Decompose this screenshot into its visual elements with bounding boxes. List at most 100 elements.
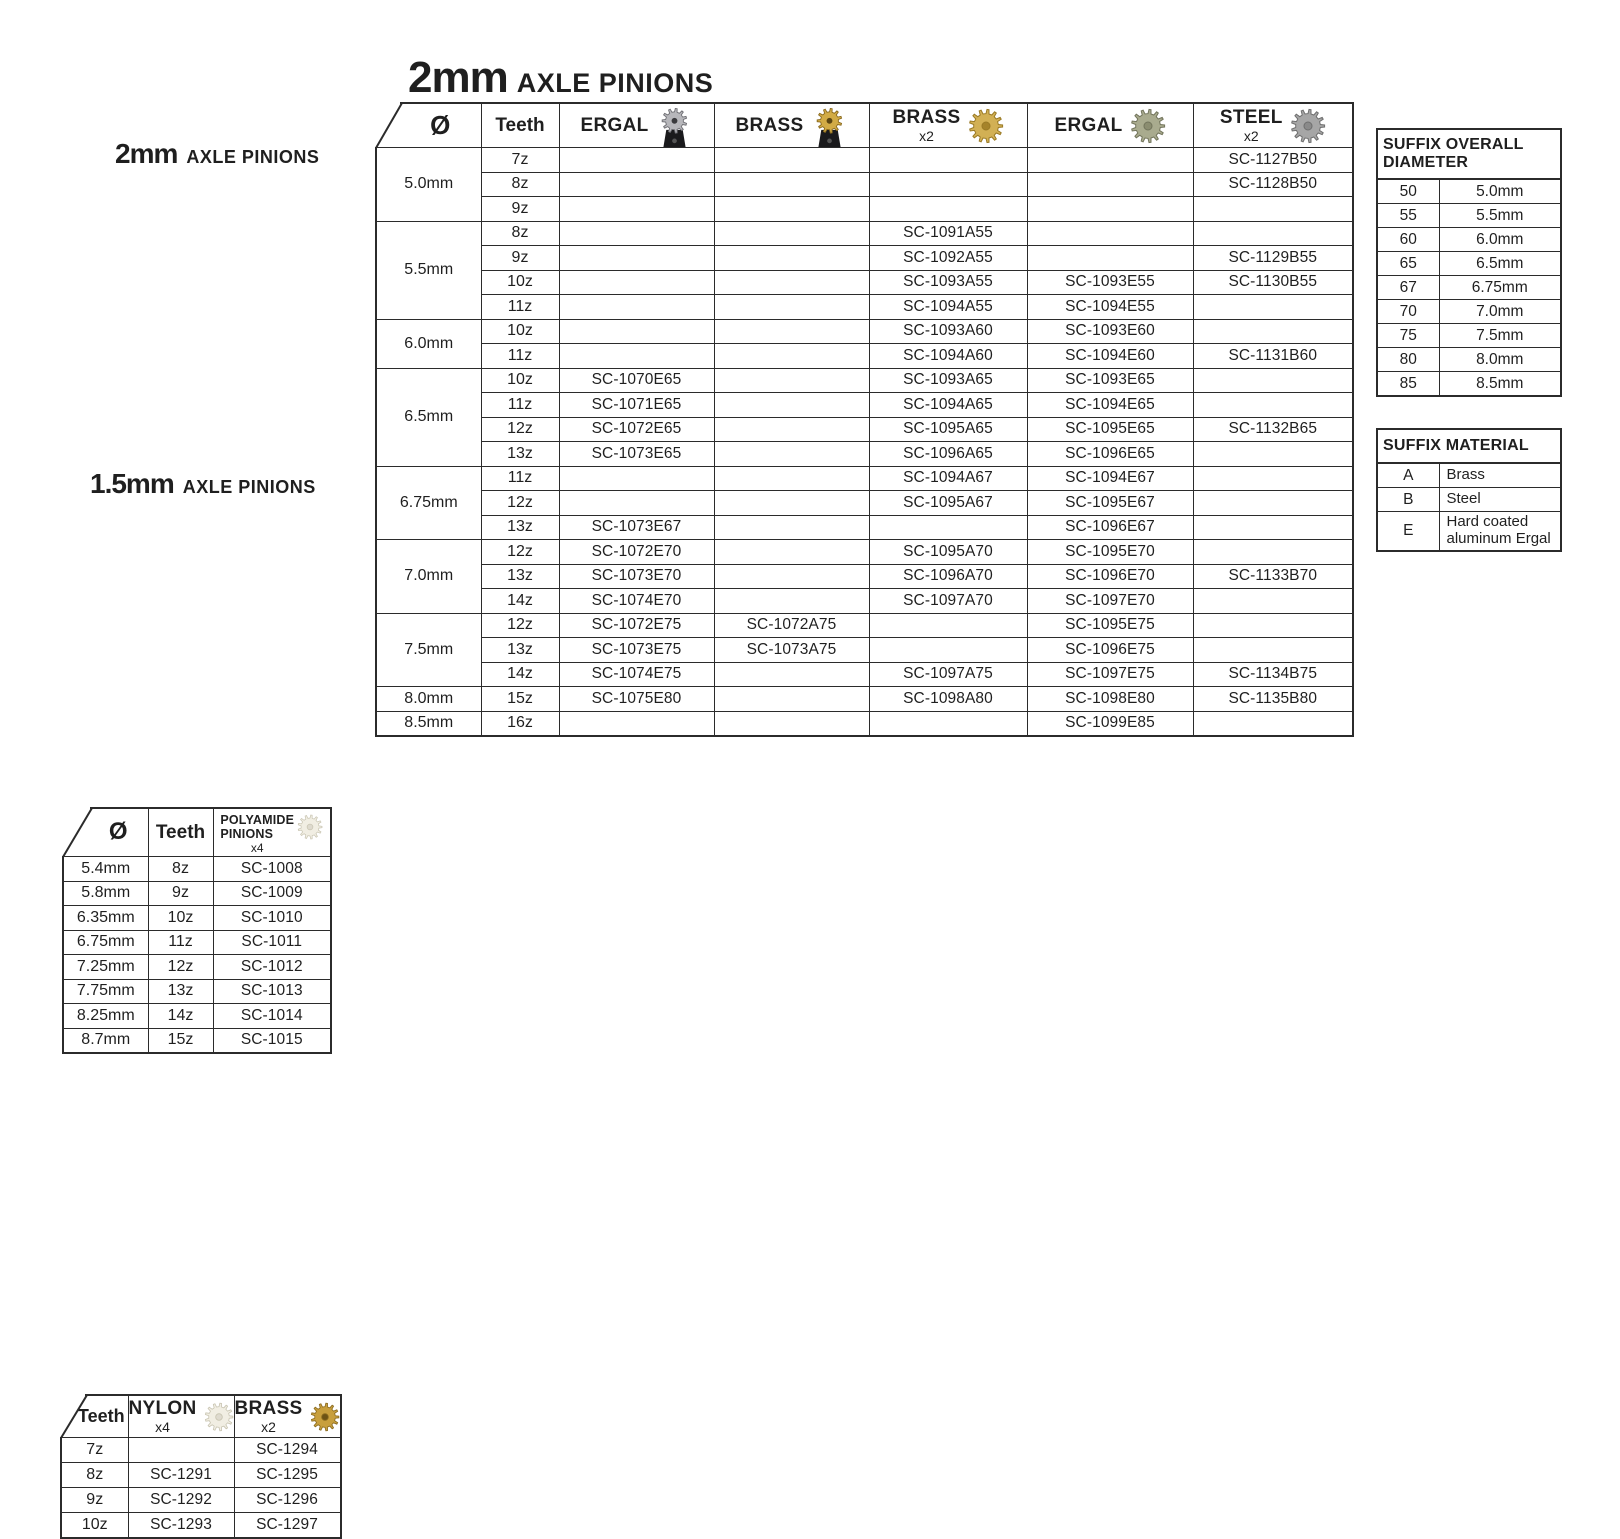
part-number-cell (558, 465, 715, 491)
part-number-cell (713, 318, 870, 344)
left-title-text: AXLE PINIONS (186, 147, 320, 167)
teeth-column-header: Teeth (61, 1395, 129, 1438)
teeth-column-header: Teeth (147, 807, 214, 857)
column-header-text: STEEL x2 (1220, 108, 1283, 143)
column-label: ERGAL (580, 115, 649, 136)
part-number-cell (868, 196, 1028, 222)
table-row: 7z SC-1294 (60, 1437, 342, 1463)
part-number-cell: SC-1072E75 (558, 612, 715, 638)
diameter-cell: 5.8mm (62, 880, 149, 906)
diameter-cell: 5.0mm (375, 147, 482, 222)
sfx-m-table-body: A Brass B Steel E Hard coated aluminum Ergal (1376, 462, 1562, 552)
nylon-brass-pinion-table: Teeth NYLON x4 BRASS x2 7z SC-1294 8z SC-1291 SC-… (60, 1394, 342, 1539)
part-number-cell: SC-1072A75 (713, 612, 870, 638)
suffix-value-cell: 6.0mm (1438, 227, 1562, 252)
diameter-cell: 7.75mm (62, 978, 149, 1004)
column-label: BRASS (892, 107, 961, 128)
catalog-page: { "page": { "background": "#ffffff", "bo… (60, 53, 1620, 1539)
part-number-cell (1192, 441, 1354, 467)
part-number-cell (868, 147, 1028, 173)
teeth-cell: 11z (480, 465, 560, 491)
part-number-cell: SC-1094E60 (1026, 343, 1194, 369)
part-number-cell: SC-1012 (212, 954, 332, 980)
suffix-code-cell: 85 (1376, 371, 1440, 397)
header-row: Ø Teeth ERGAL BRASS BRASS x2 ERGAL STEEL x2 (376, 102, 1354, 148)
header-row: Teeth NYLON x4 BRASS x2 (61, 1394, 342, 1438)
table-row: 6.35mm 10z SC-1010 (62, 905, 332, 931)
part-number-cell: SC-1093E55 (1026, 269, 1194, 295)
suffix-value-cell: 8.5mm (1438, 371, 1562, 397)
column-label: STEEL (1219, 107, 1283, 128)
teeth-label: Teeth (77, 1405, 125, 1426)
table-row: 75 7.5mm (1376, 323, 1562, 348)
part-number-cell (127, 1437, 235, 1463)
part-number-cell (558, 490, 715, 516)
main-table-body: 5.0mm 7z SC-1127B50 8z SC-1128B50 9z 5.5mm 8z SC… (375, 147, 1354, 737)
table-row: 11z SC-1094A60 SC-1094E60 SC-1131B60 (376, 343, 1354, 369)
part-number-cell: SC-1094E55 (1026, 294, 1194, 320)
column-label: BRASS (735, 115, 804, 136)
teeth-cell: 11z (480, 294, 560, 320)
teeth-cell: 10z (480, 318, 560, 344)
part-number-cell: SC-1096A65 (868, 441, 1028, 467)
diameter-symbol: Ø (108, 818, 128, 845)
suffix-value-cell: 7.5mm (1438, 323, 1562, 348)
part-number-cell (713, 196, 870, 222)
column-header-text: BRASS (735, 116, 803, 135)
part-number-cell: SC-1014 (212, 1003, 332, 1029)
diameter-cell: 8.25mm (62, 1003, 149, 1029)
part-number-cell (1192, 612, 1354, 638)
teeth-cell: 15z (147, 1027, 214, 1054)
diameter-cell: 6.0mm (375, 318, 482, 369)
teeth-column-header: Teeth (480, 102, 560, 148)
table-row: 13z SC-1073E65 SC-1096A65 SC-1096E65 (376, 441, 1354, 467)
suffix-table-title: SUFFIX MATERIAL (1376, 428, 1562, 464)
teeth-cell: 16z (480, 710, 560, 737)
ergal-pinion-icon (656, 108, 693, 147)
suffix-code-cell: 50 (1376, 178, 1440, 204)
part-number-cell: SC-1074E75 (558, 661, 715, 687)
teeth-cell: 11z (480, 392, 560, 418)
part-number-cell (558, 710, 715, 737)
product-column-header: POLYAMIDE PINIONS x4 (212, 807, 332, 857)
table-row: A Brass (1376, 462, 1562, 488)
sfx-d-table-body: 50 5.0mm 55 5.5mm 60 6.0mm 65 6.5mm 67 6.75mm 70 7.… (1376, 178, 1562, 397)
teeth-cell: 12z (480, 490, 560, 516)
teeth-cell: 14z (480, 661, 560, 687)
table-row: 13z SC-1073E75 SC-1073A75 SC-1096E75 (376, 637, 1354, 663)
part-number-cell: SC-1070E65 (558, 367, 715, 393)
table-row: 11z SC-1094A55 SC-1094E55 (376, 294, 1354, 320)
teeth-cell: 7z (480, 147, 560, 173)
diameter-column-header: Ø (376, 103, 482, 148)
suffix-table-title: SUFFIX OVERALL DIAMETER (1376, 128, 1562, 180)
part-number-cell (1192, 637, 1354, 663)
teeth-cell: 15z (480, 686, 560, 712)
header-row: SUFFIX MATERIAL (1376, 428, 1562, 464)
column-qty: x4 (250, 841, 264, 856)
column-label-line1: POLYAMIDE (220, 813, 295, 828)
part-number-cell (1192, 220, 1354, 246)
diameter-cell: 7.0mm (375, 539, 482, 614)
part-number-cell (713, 269, 870, 295)
part-number-cell (1192, 539, 1354, 565)
teeth-cell: 12z (480, 612, 560, 638)
part-number-cell (558, 196, 715, 222)
part-number-cell: SC-1135B80 (1192, 686, 1354, 712)
part-number-cell: SC-1096E65 (1026, 441, 1194, 467)
column-qty: x2 (261, 1419, 276, 1435)
part-number-cell (713, 245, 870, 271)
part-number-cell: SC-1010 (212, 905, 332, 931)
table-row: 8.0mm 15z SC-1075E80 SC-1098A80 SC-1098E80 SC… (375, 686, 1354, 712)
part-number-cell (1026, 245, 1194, 271)
part-number-cell: SC-1097A70 (868, 588, 1028, 614)
table-row: 8z SC-1291 SC-1295 (60, 1462, 342, 1488)
part-number-cell (1192, 514, 1354, 540)
part-number-cell (713, 563, 870, 589)
suffix-code-cell: 70 (1376, 299, 1440, 324)
suffix-code-cell: A (1376, 462, 1440, 488)
part-number-cell (713, 661, 870, 687)
part-number-cell (558, 269, 715, 295)
suffix-value-cell: 7.0mm (1438, 299, 1562, 324)
main-pinion-table-wrap: Ø Teeth ERGAL BRASS BRASS x2 ERGAL STEEL x2 5.0mm… (375, 102, 1620, 737)
part-number-cell: SC-1093A65 (868, 367, 1028, 393)
